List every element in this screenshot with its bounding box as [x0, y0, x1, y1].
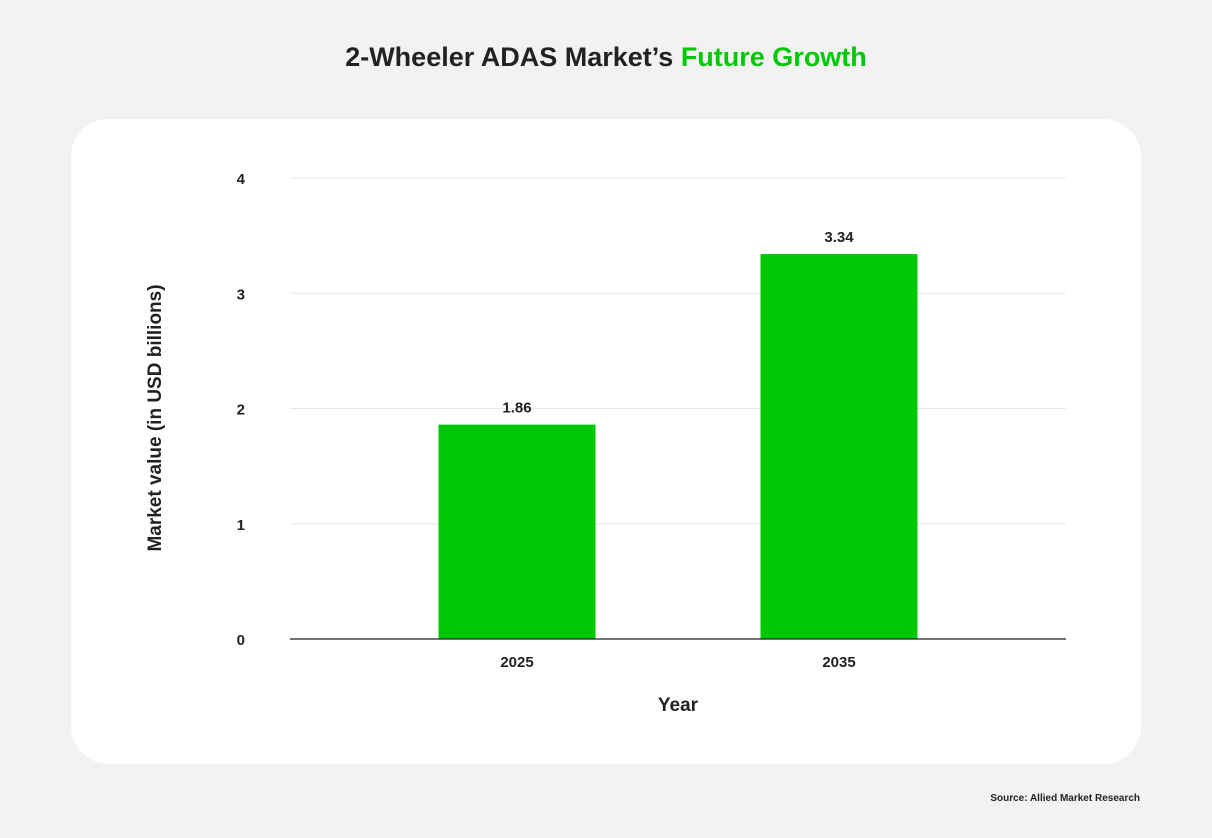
- y-tick-label: 0: [237, 632, 245, 649]
- bar-2035: [760, 254, 918, 639]
- chart-title-main: 2-Wheeler ADAS Market’s: [345, 42, 674, 72]
- chart-title-accent: Future Growth: [680, 42, 867, 72]
- labels: 0 1 2 3 4 1.86 2025 3.34 2035: [237, 171, 856, 671]
- bar-value-label: 1.86: [502, 400, 531, 417]
- chart-card: [71, 119, 1141, 764]
- x-tick-label: 2035: [822, 654, 855, 671]
- chart-title: 2-Wheeler ADAS Market’s Future Growth: [0, 42, 1212, 73]
- bar-value-label: 3.34: [824, 229, 854, 246]
- y-tick-label: 3: [237, 286, 245, 303]
- x-axis-label: Year: [658, 695, 699, 716]
- y-tick-label: 1: [237, 517, 245, 534]
- y-axis-label: Market value (in USD billions): [145, 284, 166, 551]
- y-tick-label: 4: [237, 171, 246, 188]
- gridlines: [290, 177, 1066, 525]
- y-tick-label: 2: [237, 402, 245, 419]
- source-note: Source: Allied Market Research: [990, 793, 1140, 804]
- bar-2025: [438, 424, 596, 639]
- bars: [438, 254, 918, 639]
- x-tick-label: 2025: [500, 654, 533, 671]
